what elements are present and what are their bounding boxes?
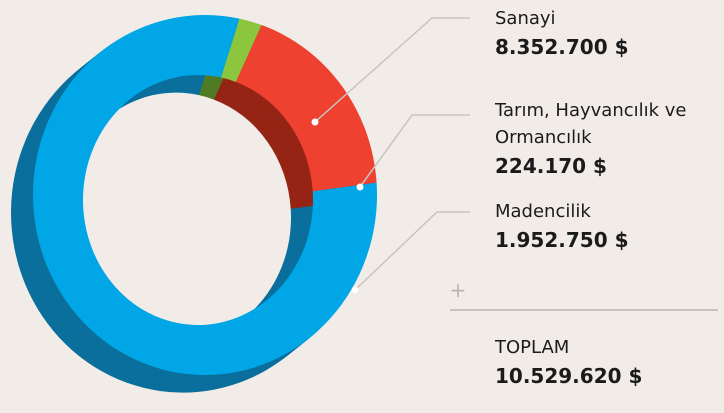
label: Tarım, Hayvancılık ve Ormancılık 224.170… bbox=[495, 97, 720, 181]
total: TOPLAM 10.529.620 $ bbox=[495, 334, 720, 391]
leader-dot bbox=[311, 118, 319, 126]
label: Sanayi 8.352.700 $ bbox=[495, 5, 720, 62]
value-label: 8.352.700 $ bbox=[495, 35, 629, 59]
leader-dot bbox=[356, 183, 364, 191]
value-label: 224.170 $ bbox=[495, 154, 607, 178]
leader-line bbox=[314, 17, 470, 123]
leader-line bbox=[354, 211, 470, 291]
segment bbox=[221, 18, 262, 82]
category-label: Tarım, Hayvancılık ve Ormancılık bbox=[495, 100, 687, 148]
total-value: 10.529.620 $ bbox=[495, 364, 643, 388]
category-label: Sanayi bbox=[495, 8, 556, 29]
leader-line bbox=[359, 114, 470, 188]
plus-sign: + bbox=[450, 278, 467, 302]
value-label: 1.952.750 $ bbox=[495, 228, 629, 252]
total-label: TOPLAM bbox=[495, 337, 570, 358]
segment bbox=[32, 15, 377, 375]
category-label: Madencilik bbox=[495, 201, 591, 222]
label: Madencilik 1.952.750 $ bbox=[495, 198, 720, 255]
segment bbox=[235, 25, 377, 192]
leader-dot bbox=[351, 286, 359, 294]
